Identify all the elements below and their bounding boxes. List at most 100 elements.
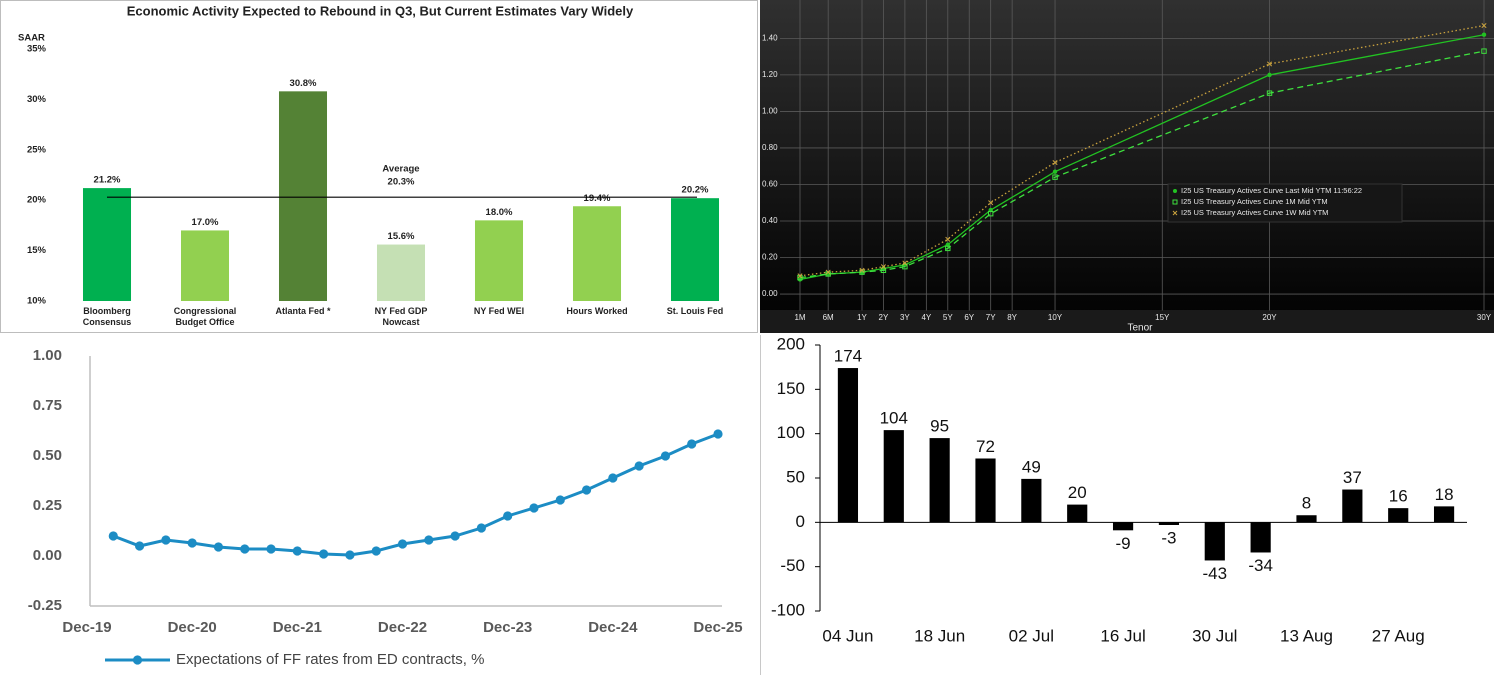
value-label: 15.6% xyxy=(388,231,415,242)
x-tick-label: 15Y xyxy=(1155,313,1170,322)
legend-label: I25 US Treasury Actives Curve 1M Mid YTM xyxy=(1181,197,1328,206)
bar xyxy=(883,430,904,523)
y-tick-label: 0.60 xyxy=(762,180,778,189)
bar xyxy=(1296,515,1317,523)
x-tick-label: Hours Worked xyxy=(566,306,628,316)
bar xyxy=(180,230,230,301)
point xyxy=(134,541,145,551)
bar xyxy=(837,368,859,523)
y-tick-label: 0.50 xyxy=(33,447,62,464)
y-tick-label: 20% xyxy=(27,195,47,206)
point xyxy=(1266,90,1273,96)
point xyxy=(945,245,951,252)
legend-marker xyxy=(132,655,143,665)
x-tick-label-box: Hours Worked xyxy=(566,306,628,316)
value-label: 8 xyxy=(1302,494,1311,513)
legend-label: I25 US Treasury Actives Curve Last Mid Y… xyxy=(1181,186,1362,195)
y-tick-label: -0.25 xyxy=(28,597,62,614)
bar xyxy=(1021,478,1042,523)
bar xyxy=(670,198,720,301)
x-tick-label: 20Y xyxy=(1262,313,1277,322)
y-tick-label: 1.40 xyxy=(762,33,778,42)
reference-value-label: 20.3% xyxy=(388,177,415,188)
x-tick-label-box: NY Fed WEI xyxy=(473,306,525,316)
legend-marker xyxy=(1173,189,1177,193)
point xyxy=(902,263,908,270)
point xyxy=(987,210,994,217)
value-label: -43 xyxy=(1202,564,1227,583)
point xyxy=(161,535,171,545)
value-label: -34 xyxy=(1248,556,1273,575)
point xyxy=(825,269,831,275)
x-tick-label: 7Y xyxy=(986,313,996,322)
value-label: 21.2% xyxy=(94,175,121,186)
x-tick-label: 3Y xyxy=(900,313,910,322)
x-tick-label-box: Atlanta Fed * xyxy=(275,306,330,316)
y-tick-label: 0.25 xyxy=(33,497,62,514)
point xyxy=(424,535,434,545)
x-tick-label: 1M xyxy=(794,313,805,322)
point xyxy=(187,538,197,548)
legend-marker xyxy=(1172,199,1178,205)
x-tick-label: Dec-19 xyxy=(62,619,111,636)
legend-box xyxy=(1167,183,1403,223)
value-label: 19.4% xyxy=(584,193,611,204)
point xyxy=(660,451,671,461)
x-tick-label: NY Fed WEI xyxy=(473,306,525,316)
legend-label: Expectations of FF rates from ED contrac… xyxy=(176,651,484,668)
x-tick-label: 10Y xyxy=(1048,313,1063,322)
x-tick-label: Dec-21 xyxy=(273,619,322,636)
point xyxy=(319,549,329,559)
point xyxy=(213,542,224,552)
x-tick-label: 1Y xyxy=(857,313,867,322)
point xyxy=(880,267,887,274)
point xyxy=(529,503,539,513)
y-axis-label: SAAR xyxy=(18,33,45,44)
point xyxy=(1481,32,1487,37)
x-tick-label: 6M xyxy=(823,313,834,322)
point xyxy=(555,495,565,505)
x-tick-label-box: NY Fed GDP Nowcast xyxy=(375,306,428,327)
y-tick-label: 50 xyxy=(786,467,805,486)
value-label: 18 xyxy=(1435,485,1454,504)
bar xyxy=(1204,522,1225,561)
x-tick-label: 04 Jun xyxy=(822,626,873,645)
axis-strip xyxy=(760,310,1494,333)
series-line xyxy=(799,50,1485,279)
point xyxy=(450,531,460,541)
point xyxy=(859,267,865,273)
point xyxy=(1481,23,1487,29)
panel-background xyxy=(0,335,758,675)
value-label: -9 xyxy=(1116,534,1131,553)
value-label: 95 xyxy=(930,417,949,436)
y-tick-label: 1.00 xyxy=(762,107,778,116)
point xyxy=(1052,174,1058,180)
series-line xyxy=(799,24,1485,277)
legend-label: I25 US Treasury Actives Curve 1W Mid YTM xyxy=(1181,208,1328,217)
y-tick-label: 0 xyxy=(796,512,805,531)
bar xyxy=(1433,506,1455,523)
point xyxy=(1267,72,1272,78)
x-tick-label: 16 Jul xyxy=(1100,626,1145,645)
bar xyxy=(1158,522,1180,525)
chart-title: Economic Activity Expected to Rebound in… xyxy=(127,3,634,18)
bar xyxy=(572,206,622,301)
value-label: 72 xyxy=(976,437,995,456)
point xyxy=(581,485,592,495)
y-tick-label: 0.00 xyxy=(762,289,778,298)
bar xyxy=(474,220,524,301)
x-tick-label: 13 Aug xyxy=(1280,626,1333,645)
bar xyxy=(929,438,950,523)
y-tick-label: 1.20 xyxy=(762,70,778,79)
bar xyxy=(1250,522,1271,553)
point xyxy=(371,546,381,556)
point xyxy=(945,236,951,242)
point xyxy=(1481,48,1487,54)
bar xyxy=(1388,508,1409,523)
point xyxy=(880,264,887,270)
bar xyxy=(278,91,328,301)
x-tick-label: 8Y xyxy=(1007,313,1017,322)
point xyxy=(988,200,994,206)
